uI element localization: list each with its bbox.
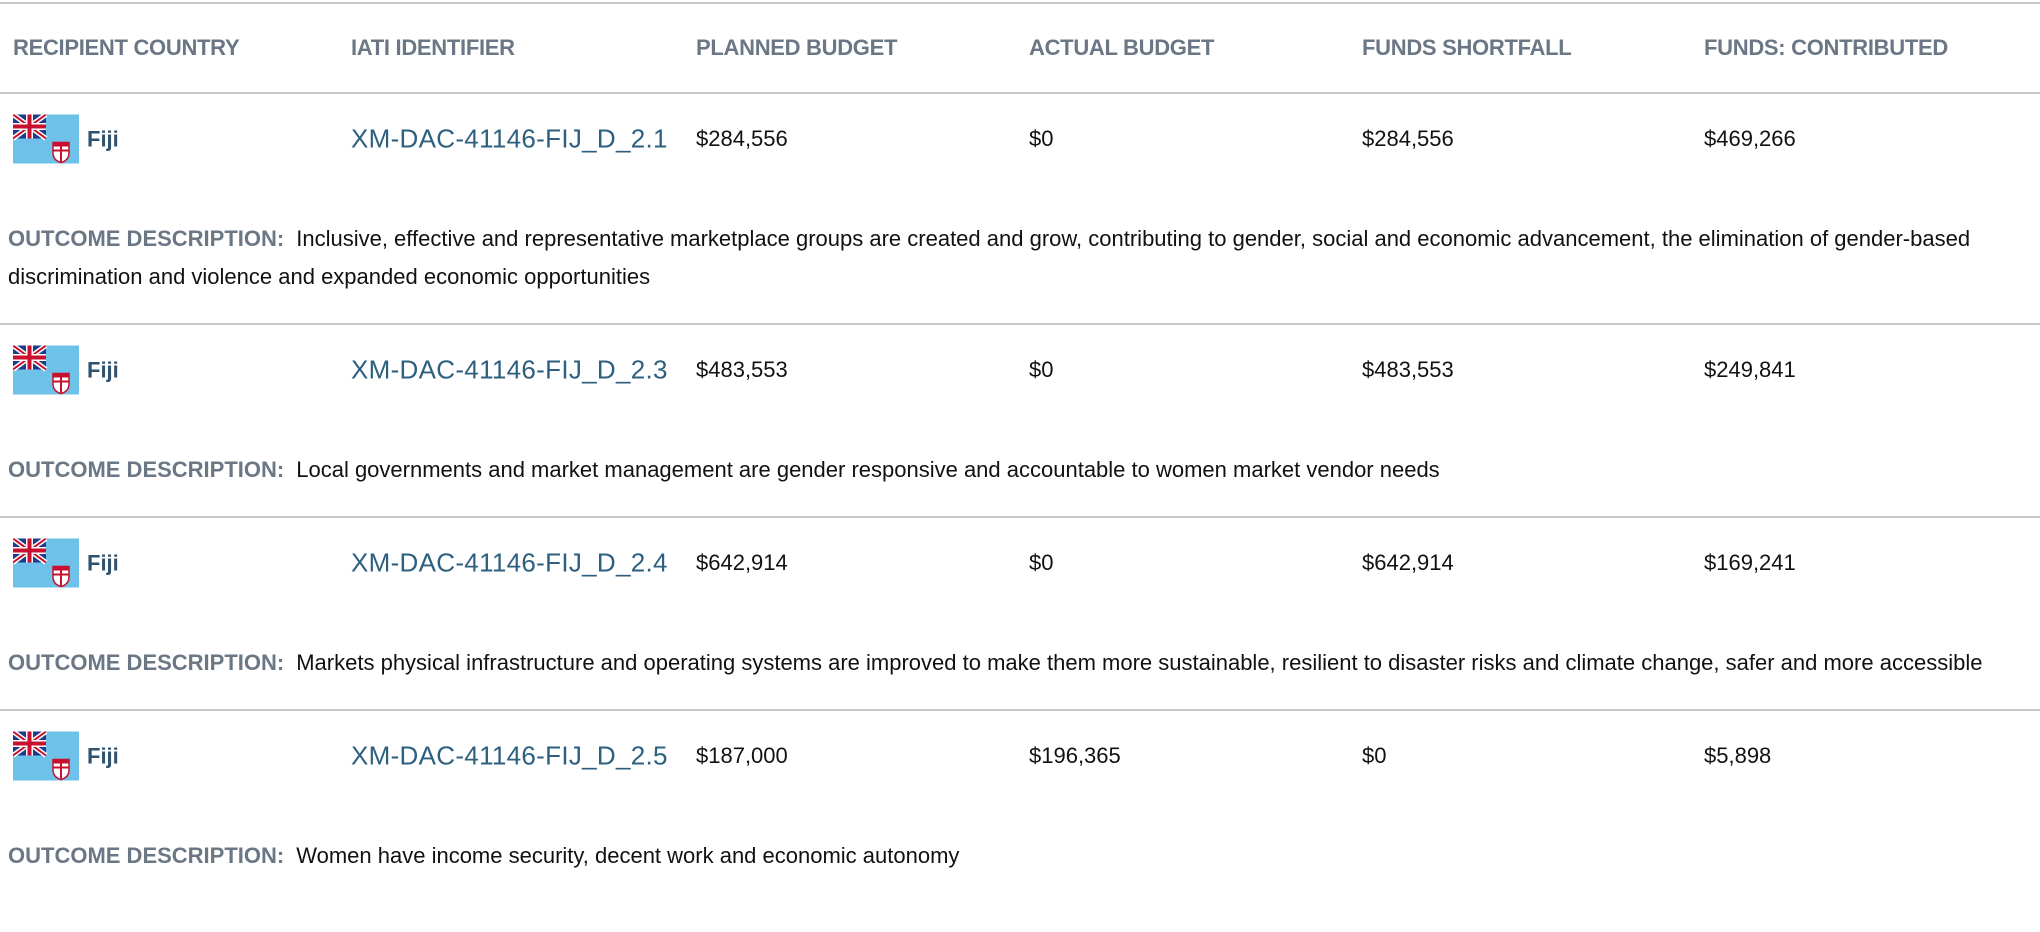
column-header: IATI IDENTIFIER bbox=[351, 35, 515, 60]
budget-value: $469,266 bbox=[1704, 126, 1796, 151]
column-header: PLANNED BUDGET bbox=[696, 35, 898, 60]
budget-value: $483,553 bbox=[696, 357, 788, 382]
description-text: Inclusive, effective and representative … bbox=[8, 226, 1971, 289]
budget-value: $0 bbox=[1029, 126, 1054, 151]
description-text: Markets physical infrastructure and oper… bbox=[296, 650, 1983, 675]
flag-icon bbox=[13, 731, 79, 781]
budget-value: $0 bbox=[1362, 743, 1387, 768]
flag-icon bbox=[13, 345, 79, 395]
country-name: Fiji bbox=[87, 357, 119, 382]
outcome-description: OUTCOME DESCRIPTION: Women have income se… bbox=[0, 806, 2040, 902]
iati-link[interactable]: XM-DAC-41146-FIJ_D_2.5 bbox=[351, 740, 668, 771]
description-label: OUTCOME DESCRIPTION: bbox=[8, 843, 285, 868]
country-name: Fiji bbox=[87, 126, 119, 151]
outcome-description: OUTCOME DESCRIPTION: Inclusive, effective… bbox=[0, 189, 2040, 325]
result-row: Fiji XM-DAC-41146-FIJ_D_2.5 $187,000 $196,3… bbox=[0, 711, 2040, 806]
column-header: FUNDS: CONTRIBUTED bbox=[1704, 35, 1948, 60]
budget-value: $249,841 bbox=[1704, 357, 1796, 382]
description-label: OUTCOME DESCRIPTION: bbox=[8, 650, 285, 675]
result-row: Fiji XM-DAC-41146-FIJ_D_2.1 $284,556 $0 $284… bbox=[0, 94, 2040, 189]
budget-value: $169,241 bbox=[1704, 550, 1796, 575]
flag-icon bbox=[13, 538, 79, 588]
country-name: Fiji bbox=[87, 550, 119, 575]
header-row: RECIPIENT COUNTRY IATI IDENTIFIER PLANNED … bbox=[0, 2, 2040, 94]
country-cell: Fiji bbox=[13, 538, 119, 588]
budget-value: $483,553 bbox=[1362, 357, 1454, 382]
outcome-description: OUTCOME DESCRIPTION: Markets physical inf… bbox=[0, 613, 2040, 711]
country-cell: Fiji bbox=[13, 345, 119, 395]
budget-value: $187,000 bbox=[696, 743, 788, 768]
description-text: Local governments and market management … bbox=[296, 457, 1440, 482]
results-table: RECIPIENT COUNTRY IATI IDENTIFIER PLANNED … bbox=[0, 2, 2040, 902]
budget-value: $196,365 bbox=[1029, 743, 1121, 768]
flag-icon bbox=[13, 114, 79, 164]
column-header: RECIPIENT COUNTRY bbox=[13, 35, 240, 60]
iati-link[interactable]: XM-DAC-41146-FIJ_D_2.4 bbox=[351, 547, 668, 578]
budget-value: $642,914 bbox=[1362, 550, 1454, 575]
budget-value: $284,556 bbox=[696, 126, 788, 151]
outcome-description: OUTCOME DESCRIPTION: Local governments an… bbox=[0, 420, 2040, 518]
country-cell: Fiji bbox=[13, 114, 119, 164]
budget-value: $642,914 bbox=[696, 550, 788, 575]
iati-link[interactable]: XM-DAC-41146-FIJ_D_2.1 bbox=[351, 123, 668, 154]
iati-link[interactable]: XM-DAC-41146-FIJ_D_2.3 bbox=[351, 354, 668, 385]
result-row: Fiji XM-DAC-41146-FIJ_D_2.3 $483,553 $0 $483… bbox=[0, 325, 2040, 420]
budget-value: $284,556 bbox=[1362, 126, 1454, 151]
description-text: Women have income security, decent work … bbox=[296, 843, 960, 868]
column-header: ACTUAL BUDGET bbox=[1029, 35, 1215, 60]
country-cell: Fiji bbox=[13, 731, 119, 781]
column-header: FUNDS SHORTFALL bbox=[1362, 35, 1572, 60]
budget-value: $0 bbox=[1029, 357, 1054, 382]
description-label: OUTCOME DESCRIPTION: bbox=[8, 457, 285, 482]
budget-value: $5,898 bbox=[1704, 743, 1772, 768]
country-name: Fiji bbox=[87, 743, 119, 768]
description-label: OUTCOME DESCRIPTION: bbox=[8, 226, 285, 251]
result-row: Fiji XM-DAC-41146-FIJ_D_2.4 $642,914 $0 $642… bbox=[0, 518, 2040, 613]
budget-value: $0 bbox=[1029, 550, 1054, 575]
